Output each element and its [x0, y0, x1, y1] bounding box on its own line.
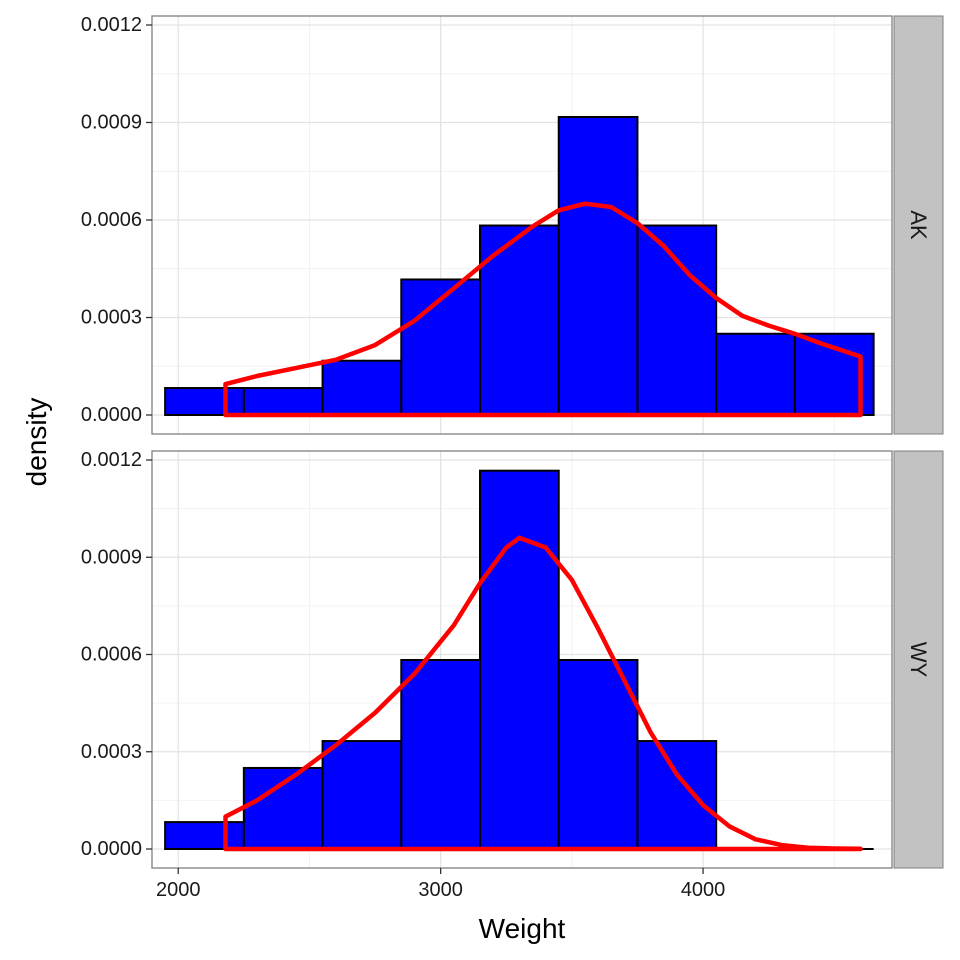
facet-strip — [893, 15, 944, 435]
histogram-bar — [400, 659, 482, 850]
x-tick-label: 3000 — [418, 879, 463, 901]
panel-wy: WY 0.0000 0.0003 0.0006 0.0009 0.0012 — [81, 449, 944, 869]
histogram-bar — [242, 387, 324, 416]
y-tick-label: 0.0012 — [81, 449, 142, 471]
facet-label: AK — [906, 210, 931, 240]
histogram-bar — [557, 115, 639, 416]
y-tick-label: 0.0012 — [81, 14, 142, 36]
histogram-bar — [636, 740, 718, 850]
y-tick-label: 0.0006 — [81, 209, 142, 231]
y-tick-label: 0.0009 — [81, 112, 142, 134]
histogram-bar — [321, 359, 403, 417]
x-tick-label: 4000 — [681, 879, 726, 901]
density-curve — [223, 535, 863, 852]
histogram-bar — [164, 387, 245, 416]
panel-ak: AK 0.0000 0.0003 0.0006 0.0009 0.0012 — [81, 14, 944, 435]
histogram-bar — [242, 766, 324, 850]
panel-border — [151, 450, 893, 869]
y-tick-label: 0.0003 — [81, 307, 142, 329]
histogram-bar — [557, 659, 639, 850]
density-curve — [223, 201, 863, 418]
y-tick-label: 0.0009 — [81, 546, 142, 568]
facet-strip — [893, 450, 944, 869]
facet-label: WY — [906, 642, 931, 678]
x-axis-title: Weight — [479, 913, 566, 944]
histogram-bar — [164, 821, 245, 851]
panel-border — [151, 15, 893, 435]
histogram-bar — [715, 332, 796, 416]
y-tick-label: 0.0000 — [81, 404, 142, 426]
histogram-bar — [636, 224, 718, 416]
x-tick-label: 2000 — [156, 879, 201, 901]
y-tick-label: 0.0003 — [81, 741, 142, 763]
histogram-bar — [479, 224, 560, 416]
y-tick-label: 0.0006 — [81, 644, 142, 666]
histogram-bar — [479, 469, 560, 850]
y-axis-title: density — [21, 398, 52, 487]
histogram-bar — [321, 740, 403, 850]
y-tick-label: 0.0000 — [81, 838, 142, 860]
